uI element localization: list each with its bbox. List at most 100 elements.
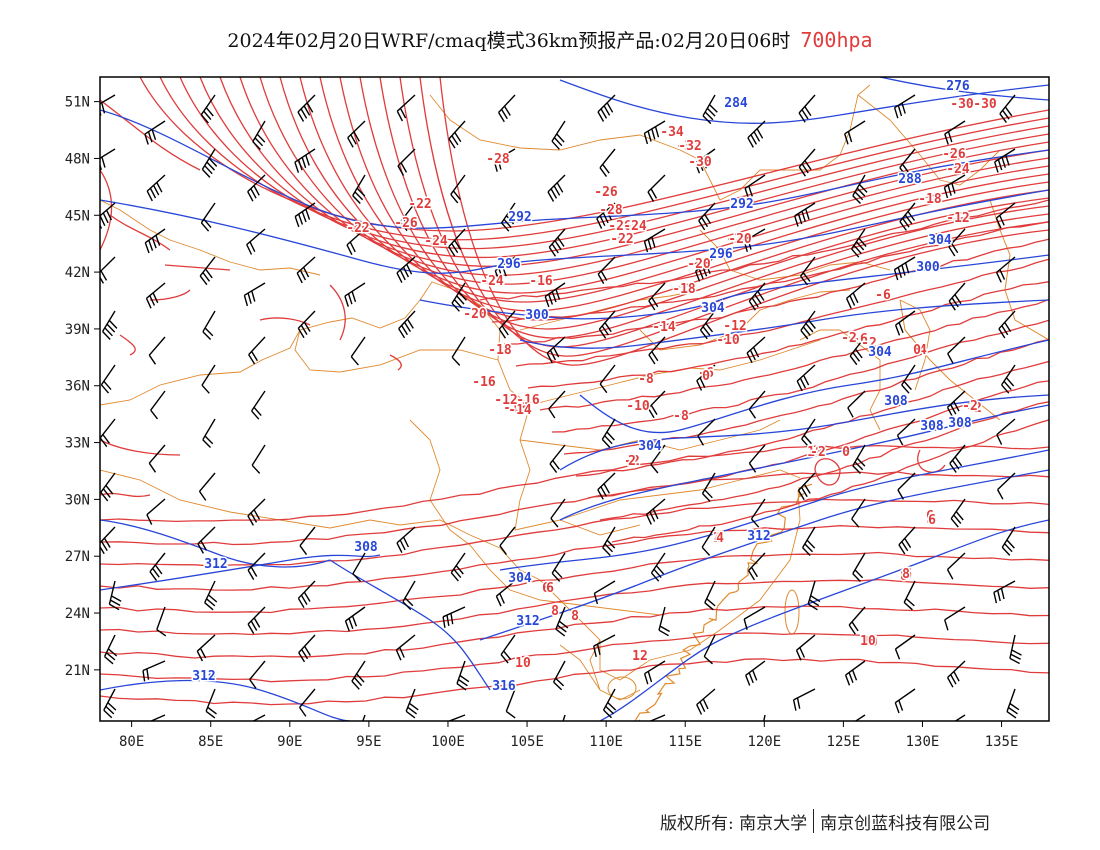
wind-barb-flag [807, 319, 816, 329]
wind-barb-staff [748, 444, 766, 464]
wind-barb-flag [452, 190, 461, 200]
wind-barb [362, 714, 366, 721]
wind-barb [701, 526, 716, 556]
wind-barb-flag [354, 191, 364, 201]
wind-barb [198, 472, 216, 501]
temperature-label: -24 [424, 234, 448, 249]
wind-barb-flag [698, 160, 704, 172]
wind-barb-flag [148, 354, 157, 365]
wind-barb-flag [596, 218, 603, 229]
wind-barb [1006, 688, 1020, 719]
wind-barb-flag [455, 565, 464, 575]
wind-barb-flag [810, 595, 821, 603]
wind-barb [551, 552, 566, 582]
wind-barb-flag [1009, 702, 1020, 711]
wind-barb-flag [248, 354, 256, 365]
wind-barb-flag [450, 572, 459, 582]
wind-barb-flag [558, 738, 567, 744]
wind-barb [750, 498, 766, 528]
wind-barb-flag [893, 107, 899, 119]
wind-barb [196, 634, 216, 662]
temperature-label: -28 [599, 203, 623, 218]
temperature-isotherm [504, 238, 1049, 345]
wind-barb-flag [856, 187, 866, 197]
temperature-label: -18 [918, 192, 942, 207]
wind-barb-flag [399, 539, 406, 551]
wind-barb-flag [604, 322, 612, 333]
wind-barb-flag [250, 188, 257, 199]
temperature-isotherm [389, 354, 402, 371]
wind-barb-flag [405, 710, 416, 719]
wind-barb [103, 688, 117, 719]
wind-barb-flag [905, 598, 915, 607]
temperature-label: 10 [515, 656, 531, 671]
wind-barb-flag [400, 162, 408, 173]
wind-barb [548, 390, 566, 419]
wind-barb [893, 94, 916, 119]
wind-barb-flag [654, 126, 660, 138]
wind-barb-flag [946, 677, 954, 688]
wind-barb-flag [750, 518, 760, 528]
temperature-label: -6 [698, 366, 714, 381]
wind-barb-flag [551, 140, 560, 150]
wind-barb-flag [949, 404, 957, 415]
wind-barb-flag [201, 384, 210, 394]
temperature-label: -30 [973, 97, 997, 112]
wind-barb [598, 310, 616, 339]
wind-barb-flag [453, 299, 463, 309]
wind-barb-flag [705, 263, 711, 275]
wind-barb-flag [551, 291, 557, 303]
temperature-isotherm [814, 458, 841, 486]
wind-barb-flag [144, 242, 150, 254]
wind-barb-flag [606, 102, 614, 113]
wind-barb-flag [797, 490, 805, 501]
wind-barb-flag [802, 326, 811, 336]
wind-barb [204, 580, 218, 611]
wind-barb-flag [105, 705, 115, 715]
wind-barb [894, 634, 916, 660]
temperature-label: -14 [652, 320, 676, 335]
wind-barb-flag [103, 537, 111, 548]
wind-barb-flag [443, 724, 444, 735]
wind-barb-flag [1001, 546, 1011, 556]
temperature-label: 2 [628, 454, 636, 469]
wind-barb-flag [748, 300, 756, 311]
temperature-isotherm [179, 77, 1049, 250]
wind-barb [200, 202, 216, 232]
wind-barb-flag [701, 493, 711, 502]
wind-barb-flag [706, 107, 716, 117]
lon-tick-label: 115E [668, 734, 702, 750]
wind-barb-flag [696, 380, 703, 391]
temperature-label: 8 [551, 604, 559, 619]
wind-barb-staff [895, 634, 916, 650]
lat-tick-label: 36N [65, 379, 90, 395]
wind-barb [650, 444, 666, 474]
wind-barb-flag [852, 195, 861, 204]
wind-barb-flag [709, 104, 718, 113]
wind-barb-staff [997, 472, 1016, 491]
wind-barb-flag [494, 270, 500, 282]
wind-barb-flag [600, 108, 608, 119]
temperature-label: -10 [716, 333, 740, 348]
wind-barb [396, 526, 416, 554]
wind-barb [697, 418, 716, 446]
wind-barb [148, 336, 166, 365]
wind-barb [950, 498, 966, 528]
wind-barb-flag [904, 538, 912, 548]
wind-barb-flag [651, 351, 659, 362]
province-borders [100, 84, 1049, 721]
wind-barb-flag [503, 650, 512, 660]
temperature-label: 6 [926, 509, 934, 524]
contour-labels: -30-34-32-30-28-26-28-26-24-22 -20-22 -26-… [191, 78, 999, 696]
wind-barb-flag [453, 568, 462, 579]
wind-barb-flag [993, 592, 998, 604]
wind-barb-flag [201, 168, 211, 178]
wind-barb-flag [442, 616, 446, 628]
wind-barb-flag [503, 105, 511, 116]
wind-barb [852, 552, 866, 582]
wind-barb-flag [999, 269, 1006, 280]
wind-barb-flag [102, 331, 111, 340]
geopotential-height-contours [100, 77, 1049, 721]
wind-barb-flag [200, 540, 208, 551]
height-label: 312 [747, 529, 770, 544]
